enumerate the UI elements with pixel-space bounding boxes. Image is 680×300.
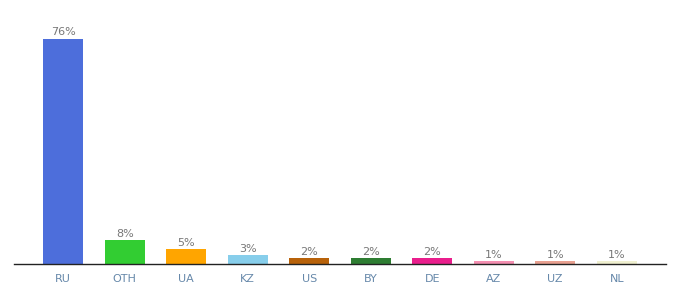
Bar [351,258,391,264]
Bar [412,258,452,264]
Bar [535,261,575,264]
Text: 2%: 2% [424,247,441,256]
Text: 3%: 3% [239,244,256,254]
Text: 1%: 1% [608,250,626,260]
Text: 2%: 2% [362,247,379,256]
Text: 1%: 1% [547,250,564,260]
Bar [105,240,145,264]
Bar [228,255,268,264]
Bar [474,261,513,264]
Bar [44,39,83,264]
Bar [289,258,329,264]
Bar [597,261,636,264]
Bar [167,249,206,264]
Text: 2%: 2% [301,247,318,256]
Text: 5%: 5% [177,238,195,248]
Text: 8%: 8% [116,229,134,239]
Text: 76%: 76% [51,27,75,37]
Text: 1%: 1% [485,250,503,260]
